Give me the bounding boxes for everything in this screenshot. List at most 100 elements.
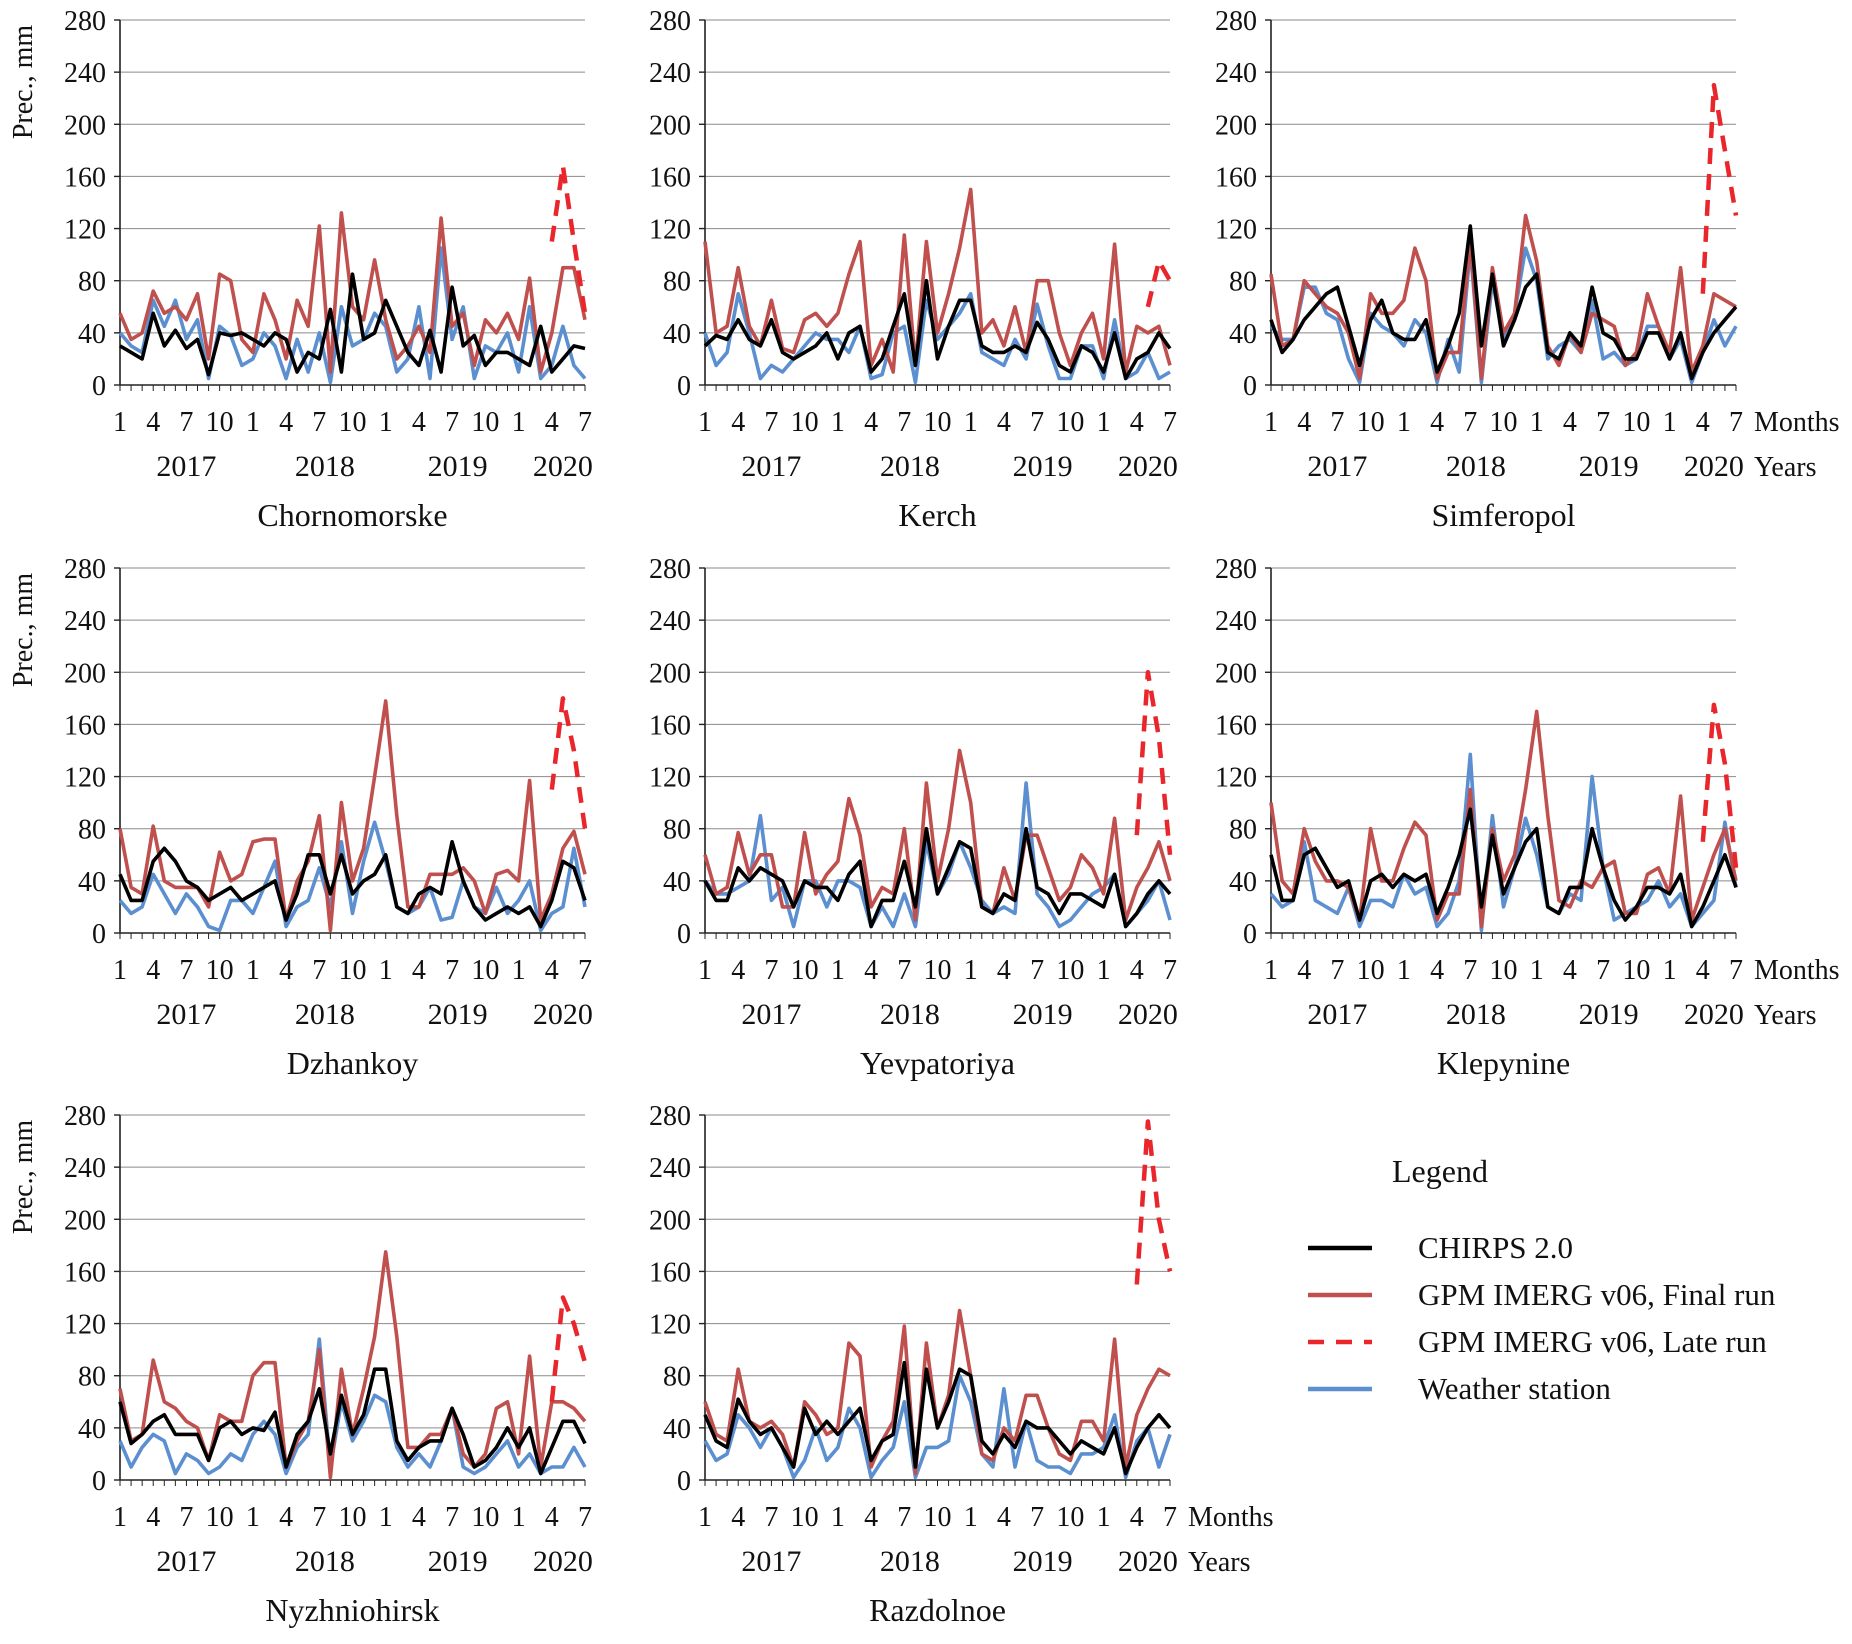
years-axis-label: Years [1188,1547,1251,1578]
month-tick-label: 7 [1163,407,1177,438]
series-line-weather-station [703,292,1171,385]
y-tick-label: 160 [649,710,691,741]
panel-title: Kerch [898,497,976,533]
panel-title: Klepynine [1437,1045,1570,1081]
month-tick-label: 4 [1130,1502,1144,1533]
y-tick-label: 120 [1215,215,1257,246]
y-tick-label: 80 [1229,267,1257,298]
y-tick-label: 160 [64,1257,106,1288]
y-tick-label: 200 [1215,658,1257,689]
year-tick-label: 2019 [1579,450,1639,483]
y-tick-label: 80 [78,815,106,846]
month-tick-label: 4 [1130,407,1144,438]
series-line-chirps-2-0 [1269,807,1738,929]
month-tick-label: 4 [864,1502,878,1533]
month-tick-label: 1 [831,1502,845,1533]
year-tick-label: 2019 [1013,1545,1073,1578]
month-tick-label: 10 [1056,1502,1084,1533]
y-tick-label: 80 [1229,815,1257,846]
y-tick-label: 40 [78,1414,106,1445]
series-line-gpm-imerg-v06-late-run [1145,258,1172,308]
series-line-gpm-imerg-v06-final-run [118,211,587,374]
series-line-gpm-imerg-v06-late-run [549,696,588,830]
year-tick-label: 2017 [1307,450,1367,483]
y-tick-label: 40 [1229,867,1257,898]
year-tick-label: 2018 [295,450,355,483]
y-tick-label: 280 [64,1101,106,1132]
month-tick-label: 7 [1030,955,1044,986]
series-line-gpm-imerg-v06-late-run [1700,702,1739,869]
series-line-gpm-imerg-v06-final-run [1269,213,1737,381]
y-tick-label: 80 [78,267,106,298]
series-line-chirps-2-0 [1269,224,1738,381]
y-tick-label: 120 [1215,763,1257,794]
month-tick-label: 4 [545,1502,559,1533]
year-tick-label: 2020 [1684,450,1744,483]
series-line-chirps-2-0 [118,1367,587,1476]
years-axis-label: Years [1754,452,1817,483]
y-tick-label: 80 [663,267,691,298]
y-tick-label: 240 [1215,606,1257,637]
y-tick-label: 280 [1215,554,1257,585]
y-tick-label: 280 [649,6,691,37]
legend-label: CHIRPS 2.0 [1418,1230,1573,1265]
y-tick-label: 120 [649,215,691,246]
month-tick-label: 7 [1729,955,1743,986]
y-axis-label: Prec., mm [8,1120,39,1235]
month-tick-label: 4 [279,955,293,986]
month-tick-label: 7 [1729,407,1743,438]
y-tick-label: 0 [92,919,106,950]
month-tick-label: 4 [412,407,426,438]
month-tick-label: 1 [246,955,260,986]
months-axis-label: Months [1754,407,1840,438]
month-tick-label: 1 [379,1502,393,1533]
y-tick-label: 0 [92,371,106,402]
month-tick-label: 7 [897,955,911,986]
month-tick-label: 1 [1397,955,1411,986]
month-tick-label: 1 [964,407,978,438]
y-tick-label: 160 [64,710,106,741]
year-tick-label: 2017 [741,1545,801,1578]
month-tick-label: 1 [246,1502,260,1533]
series-line-weather-station [118,246,587,385]
month-tick-label: 7 [764,407,778,438]
month-tick-label: 10 [924,955,952,986]
month-tick-label: 10 [791,407,819,438]
panel-title: Simferopol [1432,497,1576,533]
y-tick-label: 0 [92,1466,106,1497]
month-tick-label: 1 [831,407,845,438]
month-tick-label: 1 [964,955,978,986]
month-tick-label: 4 [279,1502,293,1533]
year-tick-label: 2017 [1307,998,1367,1031]
legend-label: GPM IMERG v06, Late run [1418,1324,1767,1359]
series-line-gpm-imerg-v06-late-run [549,163,588,314]
year-tick-label: 2018 [880,1545,940,1578]
year-tick-label: 2020 [1118,1545,1178,1578]
month-tick-label: 4 [146,407,160,438]
y-tick-label: 40 [663,1414,691,1445]
year-tick-label: 2020 [533,998,593,1031]
month-tick-label: 4 [1297,407,1311,438]
year-tick-label: 2020 [1684,998,1744,1031]
year-tick-label: 2017 [156,998,216,1031]
legend-item-weather-station: Weather station [1308,1371,1611,1406]
series-line-chirps-2-0 [119,272,586,377]
y-tick-label: 40 [78,319,106,350]
month-tick-label: 4 [731,955,745,986]
month-tick-label: 10 [924,407,952,438]
month-tick-label: 4 [146,1502,160,1533]
month-tick-label: 10 [1490,407,1518,438]
series-line-gpm-imerg-v06-final-run [703,748,1172,922]
month-tick-label: 1 [831,955,845,986]
month-tick-label: 7 [764,1502,778,1533]
y-tick-label: 240 [649,606,691,637]
month-tick-label: 10 [206,955,234,986]
y-tick-label: 160 [1215,162,1257,193]
year-tick-label: 2020 [1118,998,1178,1031]
month-tick-label: 4 [1563,955,1577,986]
year-tick-label: 2020 [1118,450,1178,483]
month-tick-label: 4 [412,955,426,986]
